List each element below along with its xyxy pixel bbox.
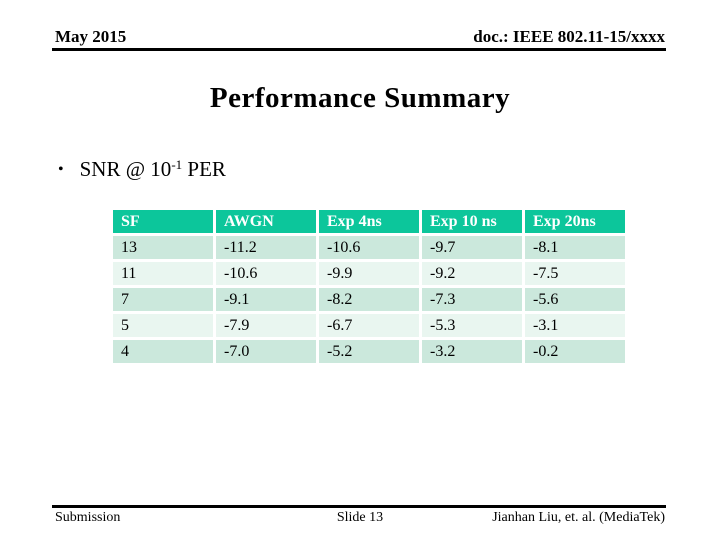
header-date: May 2015: [55, 27, 127, 46]
footer-submission-label: Submission: [55, 510, 121, 525]
cell-awgn: -10.6: [216, 262, 316, 285]
cell-exp10ns: -9.7: [422, 236, 522, 259]
cell-awgn: -7.9: [216, 314, 316, 337]
cell-exp10ns: -3.2: [422, 340, 522, 363]
header-divider: [52, 48, 666, 51]
cell-exp10ns: -7.3: [422, 288, 522, 311]
column-header-sf: SF: [113, 210, 213, 233]
footer-divider: [52, 505, 666, 508]
column-header-exp4ns: Exp 4ns: [319, 210, 419, 233]
bullet-text: SNR @ 10: [79, 157, 172, 181]
cell-sf: 11: [113, 262, 213, 285]
cell-exp4ns: -6.7: [319, 314, 419, 337]
cell-awgn: -9.1: [216, 288, 316, 311]
column-header-awgn: AWGN: [216, 210, 316, 233]
cell-exp4ns: -9.9: [319, 262, 419, 285]
table-row: 13 -11.2 -10.6 -9.7 -8.1: [113, 236, 625, 259]
page-title: Performance Summary: [209, 82, 511, 114]
cell-sf: 7: [113, 288, 213, 311]
table-row: 5 -7.9 -6.7 -5.3 -3.1: [113, 314, 625, 337]
cell-exp20ns: -3.1: [525, 314, 625, 337]
cell-awgn: -11.2: [216, 236, 316, 259]
cell-exp20ns: -5.6: [525, 288, 625, 311]
cell-sf: 13: [113, 236, 213, 259]
bullet-icon: •: [58, 161, 64, 178]
cell-sf: 4: [113, 340, 213, 363]
footer-author: Jianhan Liu, et. al. (MediaTek): [492, 510, 665, 525]
header-doc-number: doc.: IEEE 802.11-15/xxxx: [473, 27, 665, 46]
cell-exp20ns: -8.1: [525, 236, 625, 259]
column-header-exp20ns: Exp 20ns: [525, 210, 625, 233]
bullet-superscript: -1: [171, 157, 183, 172]
cell-exp10ns: -5.3: [422, 314, 522, 337]
cell-exp4ns: -8.2: [319, 288, 419, 311]
cell-exp10ns: -9.2: [422, 262, 522, 285]
cell-exp4ns: -5.2: [319, 340, 419, 363]
snr-results-table: SF AWGN Exp 4ns Exp 10 ns Exp 20ns 13 -1…: [110, 207, 628, 366]
table-row: 7 -9.1 -8.2 -7.3 -5.6: [113, 288, 625, 311]
table-header-row: SF AWGN Exp 4ns Exp 10 ns Exp 20ns: [113, 210, 625, 233]
table-row: 11 -10.6 -9.9 -9.2 -7.5: [113, 262, 625, 285]
cell-sf: 5: [113, 314, 213, 337]
footer-slide-number: Slide 13: [336, 510, 384, 525]
bullet-item-snr-per: • SNR @ 10-1 PER: [58, 157, 226, 182]
cell-exp20ns: -7.5: [525, 262, 625, 285]
cell-exp4ns: -10.6: [319, 236, 419, 259]
column-header-exp10ns: Exp 10 ns: [422, 210, 522, 233]
bullet-text-suffix: PER: [182, 157, 226, 181]
cell-exp20ns: -0.2: [525, 340, 625, 363]
table-row: 4 -7.0 -5.2 -3.2 -0.2: [113, 340, 625, 363]
cell-awgn: -7.0: [216, 340, 316, 363]
